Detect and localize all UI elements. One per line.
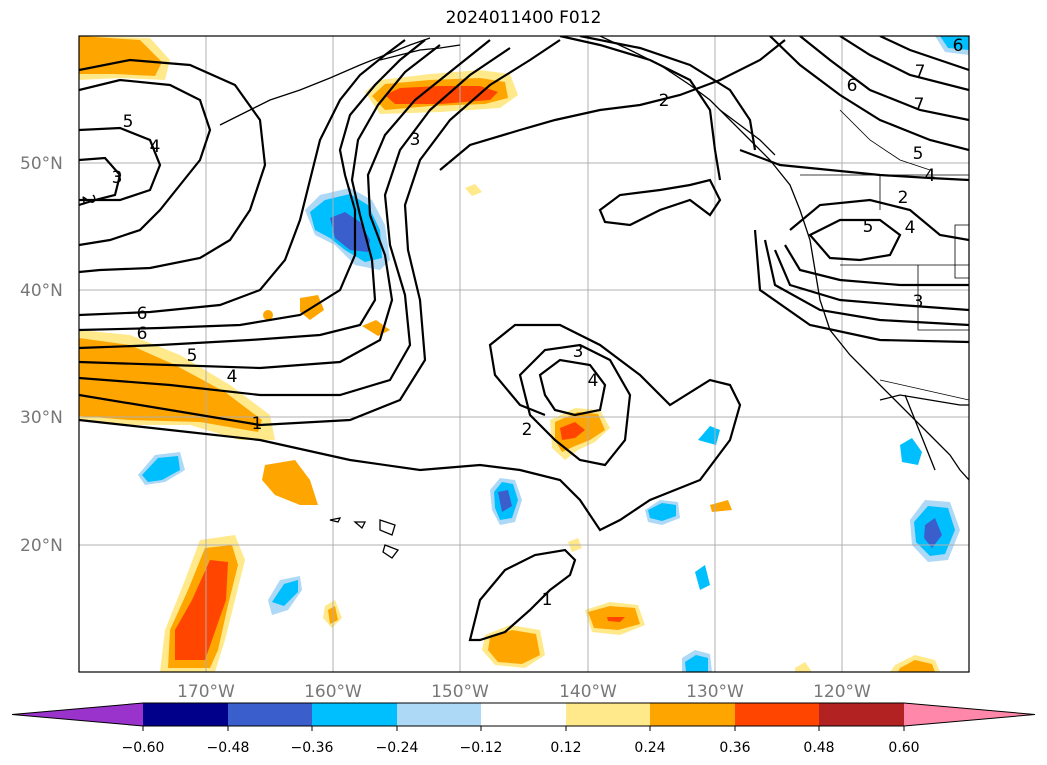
lon-label: 170°W	[177, 682, 235, 702]
negative-anomaly-region	[272, 580, 298, 606]
contour-label: 2	[522, 420, 533, 440]
positive-anomaly-region	[607, 617, 625, 622]
map-panel: 5 4 3 2 6 6 5 4 1 3 2 3 4 2 1 7 7 6 6 5 …	[77, 36, 969, 672]
contour-label: 5	[187, 346, 198, 366]
contour-label: 3	[573, 342, 584, 362]
colorbar-tick-label: −0.12	[460, 740, 503, 756]
negative-anomaly-region	[924, 518, 942, 548]
colorbar-tick-label: −0.60	[122, 740, 165, 756]
contour-label: 3	[112, 168, 123, 188]
contour-label: 5	[123, 112, 134, 132]
negative-anomaly-region	[900, 438, 922, 465]
colorbar-extend-max	[904, 703, 1035, 726]
negative-anomaly-region	[940, 36, 969, 50]
colorbar-tick-label: −0.36	[291, 740, 334, 756]
map-title: 2024011400 F012	[445, 8, 602, 28]
contour-label: 6	[847, 76, 858, 96]
colorbar-labels: −0.60 −0.48 −0.36 −0.24 −0.12 0.12 0.24 …	[122, 740, 920, 756]
positive-anomaly-region	[560, 422, 585, 440]
contour-label: 1	[252, 414, 263, 434]
contour-label: 2	[77, 193, 99, 207]
negative-anomaly-region	[498, 490, 512, 512]
contour-label: 4	[150, 137, 161, 157]
contour-label: 4	[588, 371, 599, 391]
lon-label: 160°W	[304, 682, 362, 702]
coastlines	[219, 36, 969, 559]
map-frame	[78, 35, 970, 673]
contour-label: 6	[137, 324, 148, 344]
positive-anomaly-region	[385, 86, 498, 104]
contour-label: 6	[137, 304, 148, 324]
negative-anomaly-region	[685, 655, 708, 672]
colorbar-segment	[312, 703, 397, 726]
positive-anomaly-region	[898, 660, 935, 672]
lon-label: 140°W	[559, 682, 617, 702]
colorbar-segment	[228, 703, 312, 726]
contour-label: 5	[913, 144, 924, 164]
latitude-labels: 50°N 40°N 30°N 20°N	[20, 154, 63, 556]
contour-label: 6	[953, 36, 964, 56]
colorbar-tick-label: 0.12	[550, 740, 581, 756]
colorbar	[11, 702, 1036, 731]
contour-label: 1	[542, 590, 553, 610]
colorbar-tick-label: 0.36	[719, 740, 750, 756]
colorbar-segment	[735, 703, 819, 726]
colorbar-tick-label: −0.24	[376, 740, 419, 756]
contour-labels: 5 4 3 2 6 6 5 4 1 3 2 3 4 2 1 7 7 6 6 5 …	[77, 36, 964, 610]
contour-label: 3	[410, 130, 421, 150]
colorbar-extend-min	[12, 703, 143, 726]
colorbar-segment	[650, 703, 735, 726]
negative-anomaly-region	[695, 565, 710, 590]
contour-label: 5	[863, 217, 874, 237]
contour-lines	[79, 36, 969, 642]
lat-label: 40°N	[20, 281, 63, 301]
lat-label: 30°N	[20, 408, 63, 428]
contour-label: 3	[913, 292, 924, 312]
positive-anomaly-region	[263, 310, 273, 320]
lon-label: 120°W	[813, 682, 871, 702]
colorbar-tick-label: 0.24	[634, 740, 665, 756]
colorbar-tick-label: −0.48	[207, 740, 250, 756]
contour-label: 4	[905, 218, 916, 238]
colorbar-tick-label: 0.60	[888, 740, 919, 756]
positive-anomaly-region	[262, 460, 318, 505]
colorbar-tick-label: 0.48	[803, 740, 834, 756]
contour-label: 7	[915, 62, 926, 82]
lat-label: 20°N	[20, 536, 63, 556]
contour-label: 2	[898, 188, 909, 208]
colorbar-segment	[819, 703, 904, 726]
negative-anomaly-region	[142, 456, 180, 482]
positive-anomaly-region	[465, 184, 482, 196]
positive-anomaly-region	[488, 630, 540, 664]
contour-label: 4	[925, 166, 936, 186]
negative-anomaly-region	[648, 503, 676, 521]
positive-anomaly-region	[795, 662, 812, 672]
contour-label: 4	[227, 367, 238, 387]
colorbar-segment	[397, 703, 481, 726]
colorbar-segment	[143, 703, 228, 726]
colorbar-segment	[566, 703, 650, 726]
lat-label: 50°N	[20, 154, 63, 174]
graticule	[79, 36, 969, 672]
political-borders	[800, 109, 969, 401]
contour-label: 7	[914, 95, 925, 115]
lon-label: 130°W	[686, 682, 744, 702]
shaded-anomalies	[79, 36, 969, 672]
positive-anomaly-region	[175, 560, 228, 660]
longitude-labels: 170°W 160°W 150°W 140°W 130°W 120°W	[177, 682, 871, 702]
colorbar-segment	[481, 703, 566, 726]
negative-anomaly-region	[330, 212, 370, 252]
contour-label: 2	[659, 91, 670, 111]
lon-label: 150°W	[431, 682, 489, 702]
